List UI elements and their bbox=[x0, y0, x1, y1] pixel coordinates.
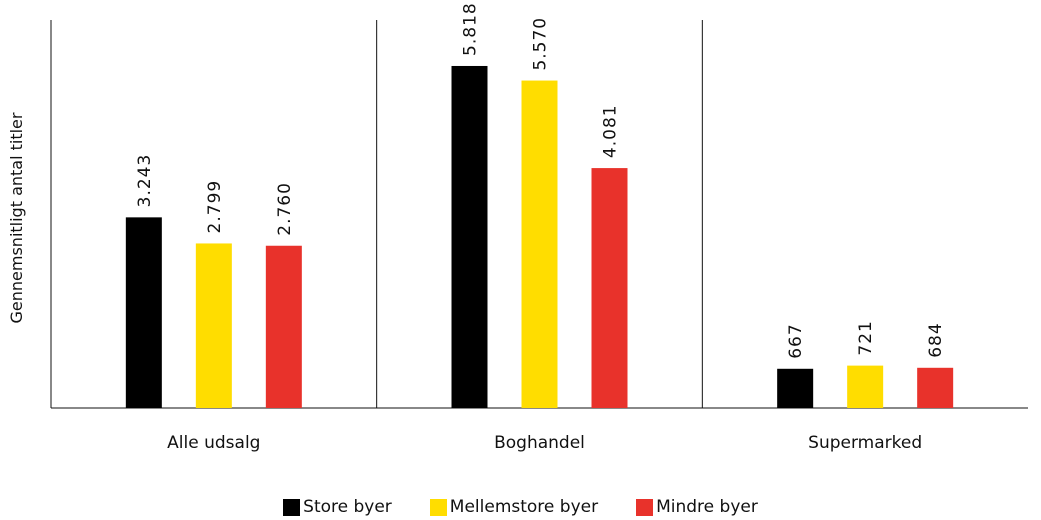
bar bbox=[591, 168, 628, 408]
bar bbox=[521, 80, 558, 408]
legend-label: Store byer bbox=[303, 497, 392, 517]
data-label: 2.760 bbox=[275, 182, 295, 236]
bar-chart: Gennemsnitligt antal titler Alle udsalg 3… bbox=[7, 2, 1028, 453]
legend-item: Store byer bbox=[283, 497, 392, 517]
bar bbox=[451, 65, 488, 409]
legend-item: Mellemstore byer bbox=[429, 497, 599, 517]
bar bbox=[265, 245, 302, 408]
bar bbox=[847, 365, 884, 408]
legend-swatch bbox=[636, 498, 654, 516]
data-label: 5.570 bbox=[531, 17, 551, 71]
data-label: 667 bbox=[786, 323, 806, 358]
data-label: 684 bbox=[926, 322, 946, 357]
bar bbox=[125, 217, 162, 408]
labels: Alle udsalg 3.243 2.799 2.760 Boghandel 5.818… bbox=[135, 2, 946, 453]
x-tick-label: Boghandel bbox=[494, 433, 585, 453]
y-axis-label: Gennemsnitligt antal titler bbox=[7, 112, 26, 323]
data-label: 5.818 bbox=[461, 2, 481, 56]
x-tick-label: Supermarked bbox=[808, 433, 922, 453]
legend-label: Mindre byer bbox=[656, 497, 758, 517]
legend-item: Mindre byer bbox=[636, 497, 758, 517]
data-label: 721 bbox=[856, 320, 876, 355]
data-label: 3.243 bbox=[135, 154, 155, 208]
bar bbox=[195, 243, 232, 408]
legend-swatch bbox=[429, 498, 447, 516]
bar bbox=[777, 368, 814, 408]
legend: Store byer Mellemstore byer Mindre byer bbox=[0, 497, 1041, 517]
data-label: 4.081 bbox=[601, 104, 621, 158]
data-label: 2.799 bbox=[205, 180, 225, 234]
bars bbox=[125, 65, 954, 409]
x-tick-label: Alle udsalg bbox=[167, 433, 260, 453]
bar bbox=[917, 367, 954, 408]
legend-label: Mellemstore byer bbox=[449, 497, 599, 517]
legend-swatch bbox=[283, 498, 301, 516]
